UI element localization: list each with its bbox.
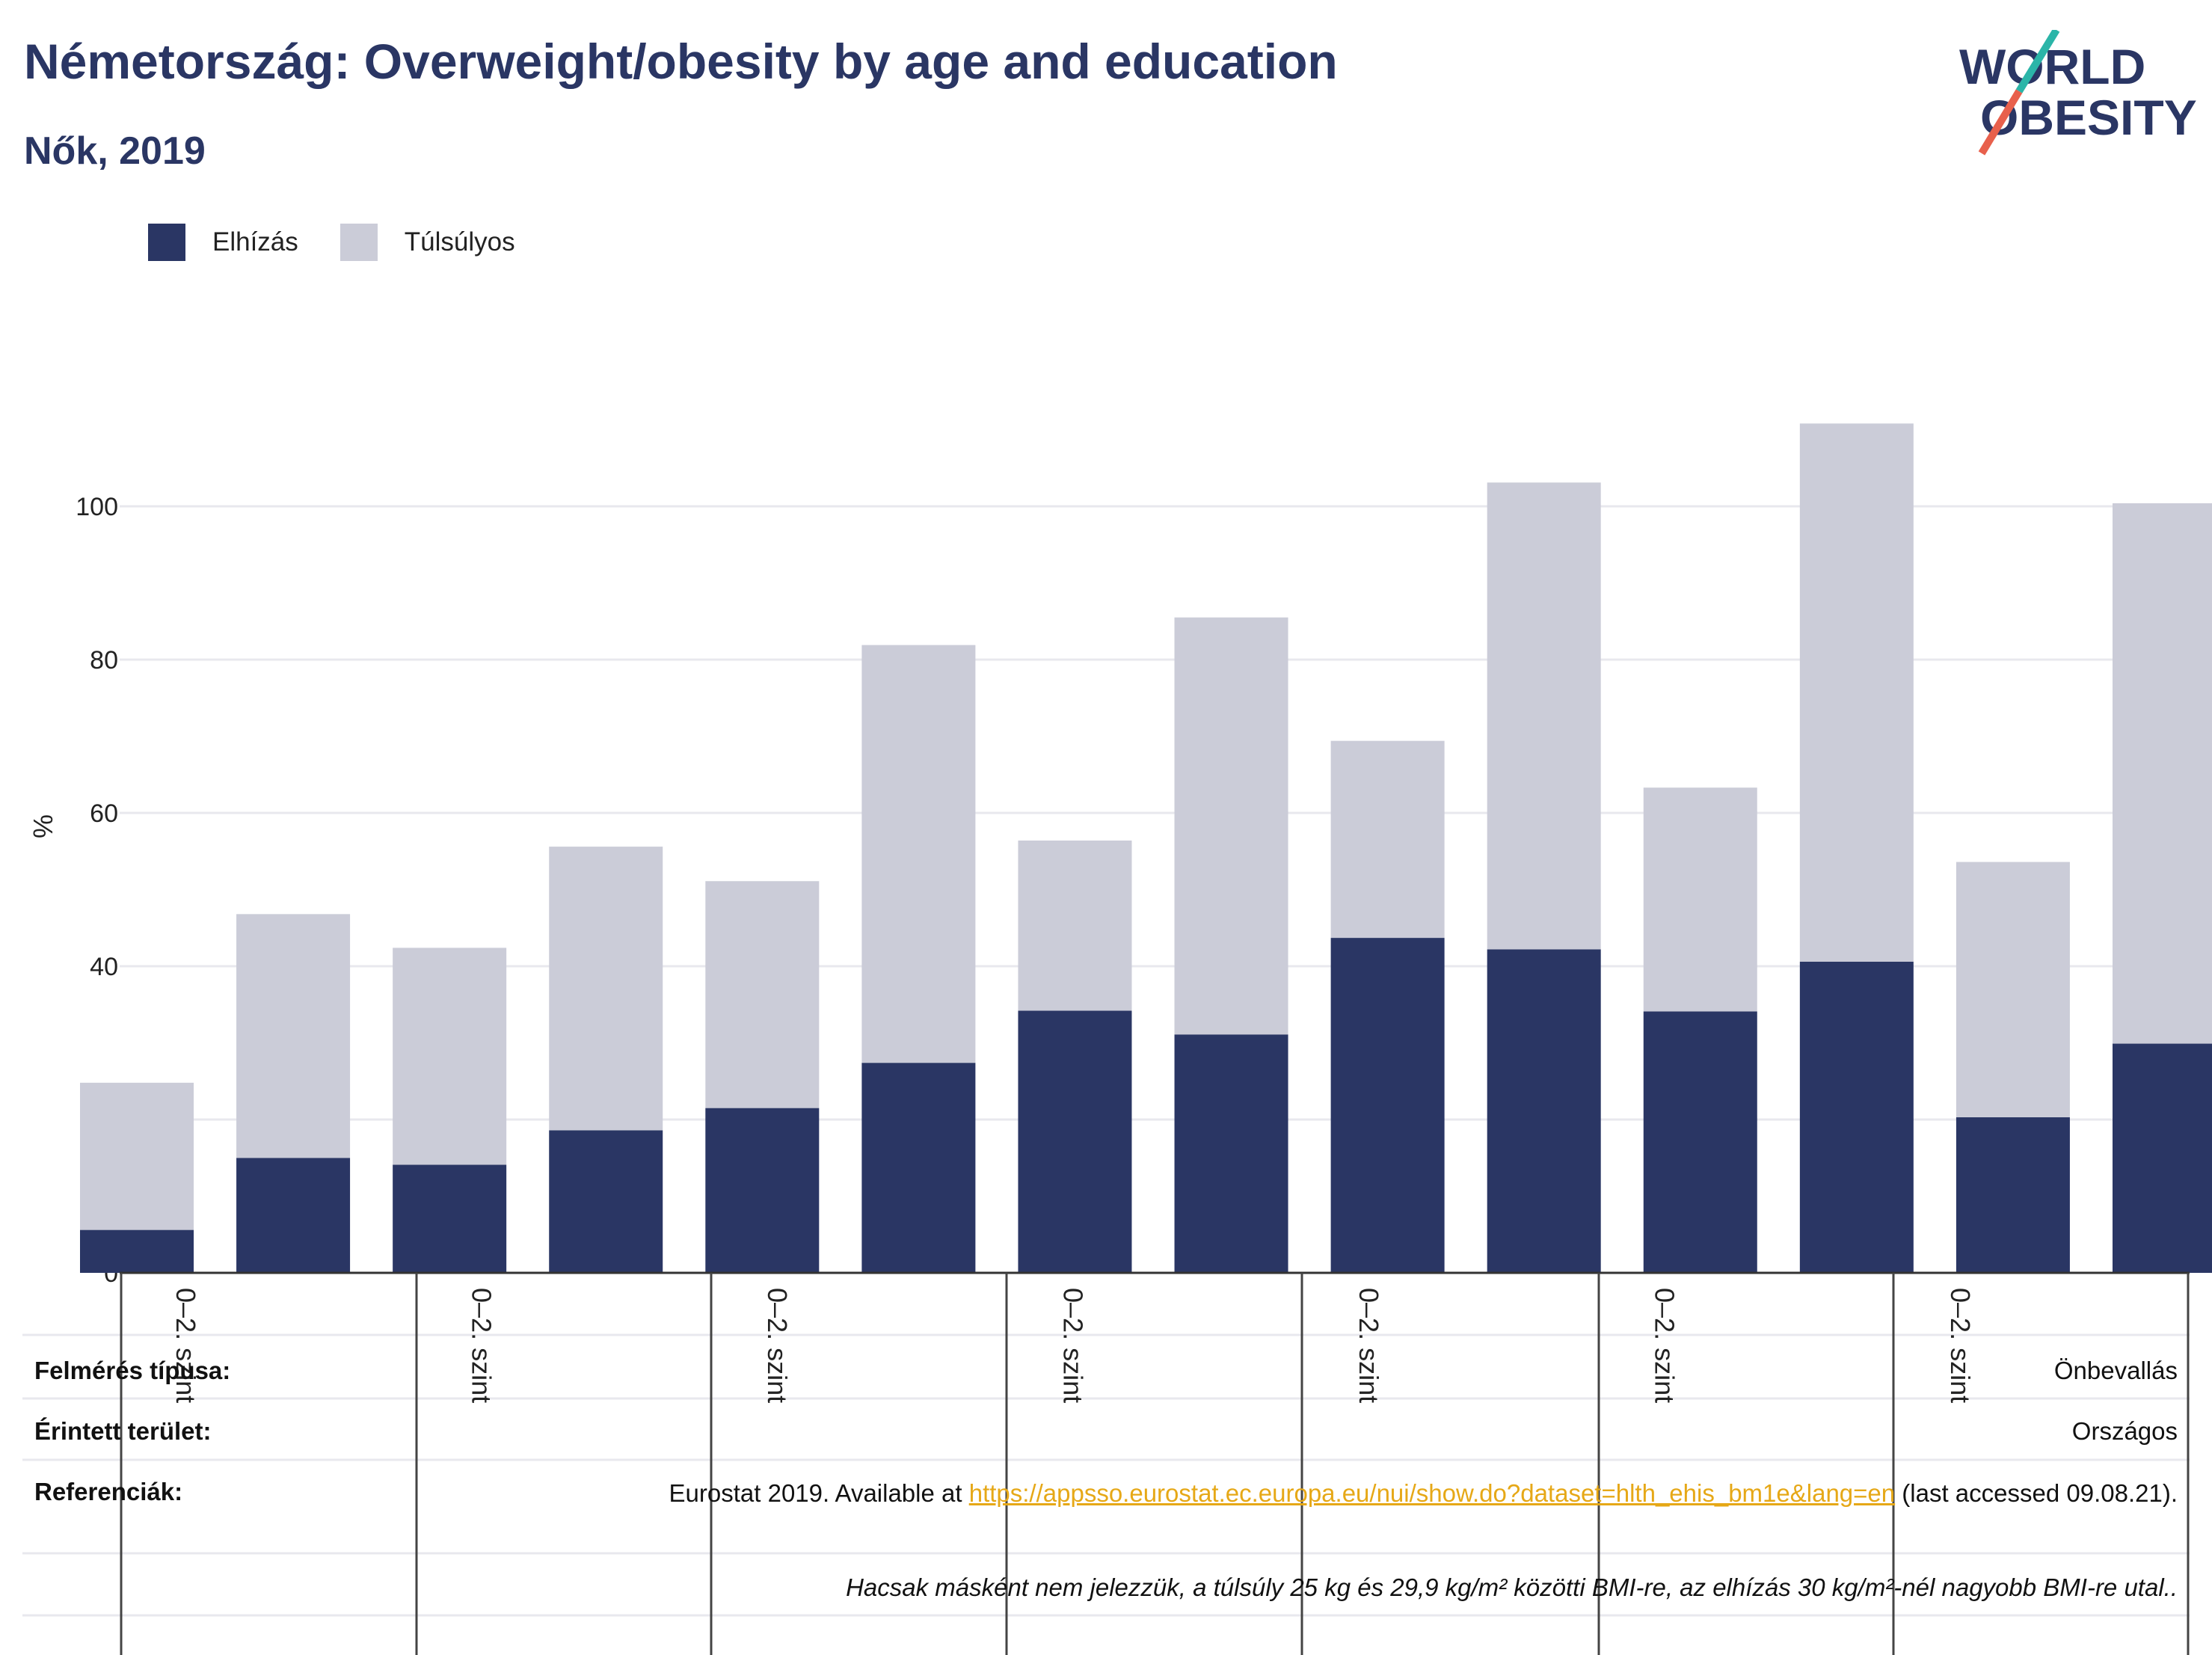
references-label: Referenciák: bbox=[34, 1478, 183, 1505]
bar-overweight bbox=[2113, 503, 2212, 1044]
legend-swatch-obesity bbox=[148, 224, 185, 261]
bar-obesity bbox=[1956, 1117, 2070, 1273]
survey-type-label: Felmérés típusa: bbox=[34, 1357, 231, 1384]
chart-legend: Elhízás Túlsúlyos bbox=[148, 221, 557, 263]
bar-obesity bbox=[236, 1158, 351, 1273]
area-label: Érintett terület: bbox=[34, 1417, 212, 1445]
bar-obesity bbox=[1487, 949, 1601, 1273]
x-group-label: 0–2. szint bbox=[762, 1288, 793, 1403]
reference-suffix: (last accessed 09.08.21). bbox=[1895, 1479, 2178, 1507]
logo-text-line1: WORLD bbox=[1959, 39, 2145, 94]
bar-overweight bbox=[705, 881, 820, 1108]
definition-note: Hacsak másként nem jelezzük, a túlsúly 2… bbox=[846, 1573, 2178, 1601]
x-group-label: 0–2. szint bbox=[1058, 1288, 1089, 1403]
x-group-label: 0–2. szint bbox=[1945, 1288, 1976, 1403]
bar-overweight bbox=[1018, 840, 1132, 1011]
reference-link[interactable]: https://appsso.eurostat.ec.europa.eu/nui… bbox=[968, 1479, 1896, 1507]
bar-obesity bbox=[1799, 961, 1914, 1273]
bar-obesity bbox=[549, 1130, 663, 1273]
area-value: Országos bbox=[2071, 1417, 2178, 1445]
y-axis-label: % bbox=[28, 814, 58, 838]
x-group-label: 0–2. szint bbox=[1354, 1288, 1384, 1403]
logo-coral-stroke bbox=[1978, 89, 2023, 156]
bar-overweight bbox=[1174, 617, 1288, 1035]
bar-obesity bbox=[1174, 1034, 1288, 1273]
legend-swatch-overweight bbox=[340, 224, 378, 261]
legend-label-obesity: Elhízás bbox=[212, 227, 298, 257]
bar-obesity bbox=[2113, 1043, 2212, 1273]
survey-type-value: Önbevallás bbox=[2053, 1357, 2178, 1384]
bar-obesity bbox=[861, 1063, 976, 1273]
bar-overweight bbox=[1643, 787, 1757, 1012]
bar-overweight bbox=[861, 645, 976, 1063]
bar-obesity bbox=[1330, 938, 1445, 1273]
logo-teal-stroke bbox=[2015, 30, 2060, 93]
bar-obesity bbox=[80, 1229, 194, 1273]
x-group-label: 0–2. szint bbox=[1650, 1288, 1680, 1403]
x-group-label: 0–2. szint bbox=[467, 1288, 497, 1403]
y-tick-label: 80 bbox=[90, 646, 118, 675]
legend-item-obesity[interactable]: Elhízás bbox=[148, 224, 298, 261]
y-tick-label: 100 bbox=[76, 493, 118, 521]
bar-obesity bbox=[1643, 1011, 1757, 1273]
references-value: Eurostat 2019. Available at https://apps… bbox=[532, 1476, 2178, 1511]
y-tick-label: 60 bbox=[90, 799, 118, 828]
y-tick-label: 40 bbox=[90, 953, 118, 981]
bar-overweight bbox=[549, 847, 663, 1131]
bar-overweight bbox=[80, 1082, 194, 1230]
legend-item-overweight[interactable]: Túlsúlyos bbox=[340, 224, 515, 261]
bar-overweight bbox=[1330, 740, 1445, 939]
bar-obesity bbox=[393, 1164, 507, 1273]
bar-overweight bbox=[236, 914, 351, 1158]
bar-obesity bbox=[705, 1108, 820, 1273]
chart-title: Németország: Overweight/obesity by age a… bbox=[24, 34, 1338, 89]
reference-prefix: Eurostat 2019. Available at bbox=[669, 1479, 969, 1507]
bar-overweight bbox=[1956, 862, 2070, 1117]
bar-obesity bbox=[1018, 1010, 1132, 1273]
chart-subtitle: Nők, 2019 bbox=[24, 129, 206, 173]
bar-overweight bbox=[1487, 482, 1601, 950]
world-obesity-logo: WORLD OBESITY bbox=[1959, 30, 2197, 156]
bar-overweight bbox=[393, 948, 507, 1165]
x-group-label: 0–2. szint bbox=[170, 1288, 201, 1403]
bar-overweight bbox=[1799, 423, 1914, 962]
legend-label-overweight: Túlsúlyos bbox=[404, 227, 515, 257]
